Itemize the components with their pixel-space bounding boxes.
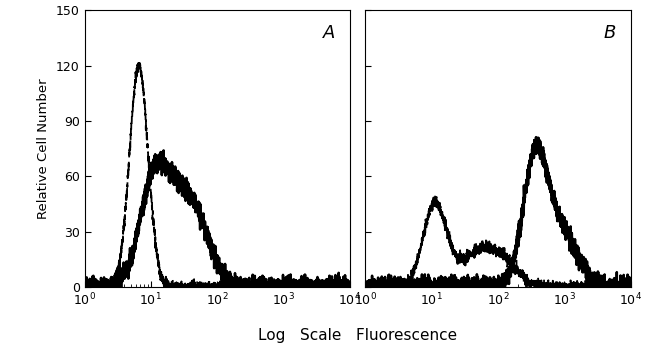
Text: B: B [604,24,616,42]
Text: A: A [323,24,335,42]
Y-axis label: Relative Cell Number: Relative Cell Number [37,79,50,219]
Text: Log   Scale   Fluorescence: Log Scale Fluorescence [258,328,457,343]
